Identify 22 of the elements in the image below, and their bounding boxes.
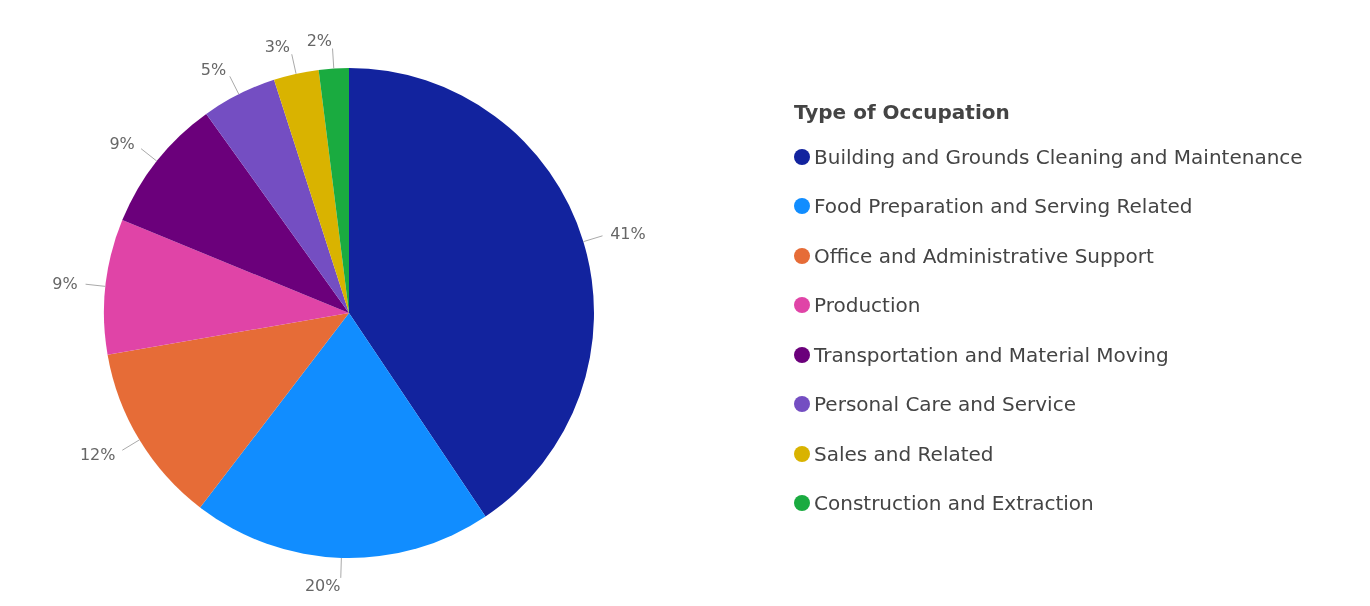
legend-title: Type of Occupation [794,100,1011,124]
data-label: 9% [52,273,78,293]
data-label: 41% [610,224,646,243]
data-label: 12% [79,444,116,464]
legend-label: Sales and Related [814,441,994,466]
legend-label: Food Preparation and Serving Related [814,194,1193,219]
legend-label: Personal Care and Service [814,392,1076,417]
data-label: 20% [304,576,341,596]
legend-label: Construction and Extraction [814,491,1094,516]
data-label: 9% [109,134,135,154]
data-label: 3% [264,36,291,56]
pie-slice [200,313,486,558]
data-label: 5% [200,59,227,79]
legend-label: Production [814,293,921,318]
pie-slice [349,68,594,517]
legend-label: Transportation and Material Moving [814,342,1169,367]
legend-label: Building and Grounds Cleaning and Maintenance [814,144,1303,169]
data-label: 2% [306,31,333,51]
pie-slice [274,69,349,313]
pie-slice [206,79,349,313]
pie-slice [104,220,349,355]
legend-label: Office and Administrative Support [814,243,1154,268]
